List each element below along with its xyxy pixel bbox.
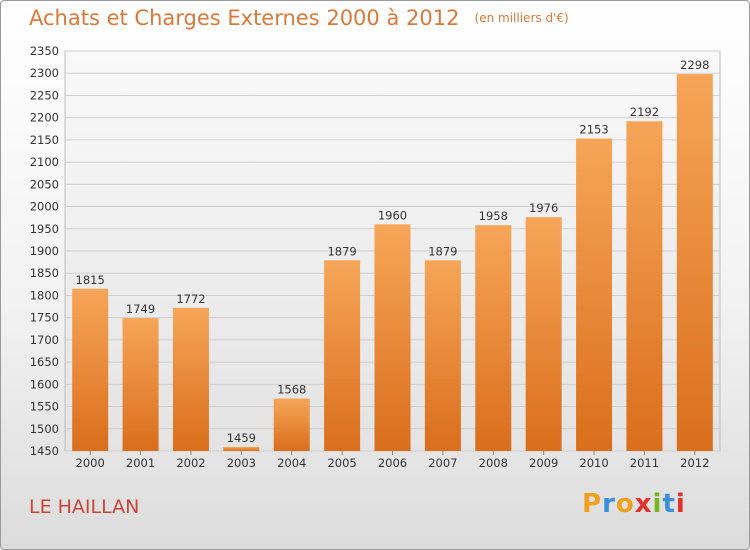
x-tick-label: 2005	[327, 456, 356, 470]
bar-2011	[626, 121, 663, 451]
y-tick-label: 1800	[30, 288, 59, 302]
x-tick-label: 2009	[529, 456, 558, 470]
logo-letter: x	[634, 489, 653, 519]
x-tick-label: 2008	[479, 456, 508, 470]
y-tick-label: 2150	[30, 133, 59, 147]
x-tick-label: 2004	[277, 456, 306, 470]
y-tick-label: 1650	[30, 355, 59, 369]
data-label: 1749	[126, 302, 155, 316]
bar-2012	[676, 74, 713, 451]
bar-2005	[324, 260, 361, 451]
bar-2006	[374, 224, 411, 451]
bar-2002	[172, 307, 209, 451]
logo-letter: r	[602, 489, 616, 519]
data-label: 1976	[529, 201, 558, 215]
x-tick-label: 2006	[378, 456, 407, 470]
bar-2009	[525, 217, 562, 451]
y-tick-label: 1500	[30, 422, 59, 436]
y-axis-ticks: 1450 1500 1550 1600 1650 1700 1750 1800 1850 1900…	[30, 44, 59, 458]
x-tick-label: 2002	[176, 456, 205, 470]
data-label: 2192	[630, 105, 659, 119]
proxiti-logo: Proxiti	[582, 489, 686, 519]
title-text: Achats et Charges Externes 2000 à 2012	[29, 6, 460, 30]
logo-letter: i	[652, 489, 663, 519]
y-tick-label: 2250	[30, 88, 59, 102]
chart-title: Achats et Charges Externes 2000 à 2012 (…	[29, 6, 569, 30]
bar-2007	[424, 260, 461, 451]
data-label: 1960	[378, 208, 407, 222]
y-tick-label: 1600	[30, 377, 59, 391]
x-tick-label: 2007	[428, 456, 457, 470]
x-tick-label: 2003	[227, 456, 256, 470]
y-tick-label: 1450	[30, 444, 59, 458]
logo-letter: o	[615, 489, 635, 519]
bar-2000	[72, 288, 109, 451]
data-label: 1772	[176, 292, 205, 306]
unit-text: (en milliers d'€)	[474, 11, 569, 25]
bar-2010	[576, 138, 613, 452]
data-label: 1815	[76, 273, 105, 287]
bar-2004	[273, 398, 310, 451]
data-label: 1459	[227, 431, 256, 445]
data-label: 1879	[327, 244, 356, 258]
y-tick-label: 1550	[30, 400, 59, 414]
data-label: 2298	[680, 58, 709, 72]
bar-2008	[475, 225, 512, 451]
bar-2003	[223, 447, 260, 451]
y-tick-label: 2350	[30, 44, 59, 58]
y-tick-label: 2000	[30, 200, 59, 214]
x-tick-label: 2001	[126, 456, 155, 470]
data-label: 1958	[479, 209, 508, 223]
bars: 1815 1749 1772 1459 1568 1879 1960 1879 1958 1976…	[72, 58, 713, 452]
data-label: 1879	[428, 244, 457, 258]
logo-letter: P	[582, 489, 603, 519]
data-label: 2153	[579, 123, 608, 137]
x-tick-label: 2000	[76, 456, 105, 470]
x-axis-ticks: 2000 2001 2002 2003 2004 2005 2006 2007 2008 2009…	[76, 451, 709, 470]
y-tick-label: 1700	[30, 333, 59, 347]
y-tick-label: 2050	[30, 177, 59, 191]
y-tick-label: 1900	[30, 244, 59, 258]
y-tick-label: 2300	[30, 66, 59, 80]
commune-name: LE HAILLAN	[29, 496, 140, 518]
y-tick-label: 1750	[30, 311, 59, 325]
x-tick-label: 2011	[630, 456, 659, 470]
y-tick-label: 1850	[30, 266, 59, 280]
bar-2001	[122, 318, 159, 451]
logo-letter: i	[675, 489, 686, 519]
y-tick-label: 2200	[30, 111, 59, 125]
data-label: 1568	[277, 383, 306, 397]
x-tick-label: 2010	[579, 456, 608, 470]
logo-letter: t	[662, 489, 676, 519]
y-tick-label: 1950	[30, 222, 59, 236]
x-tick-label: 2012	[680, 456, 709, 470]
y-tick-label: 2100	[30, 155, 59, 169]
